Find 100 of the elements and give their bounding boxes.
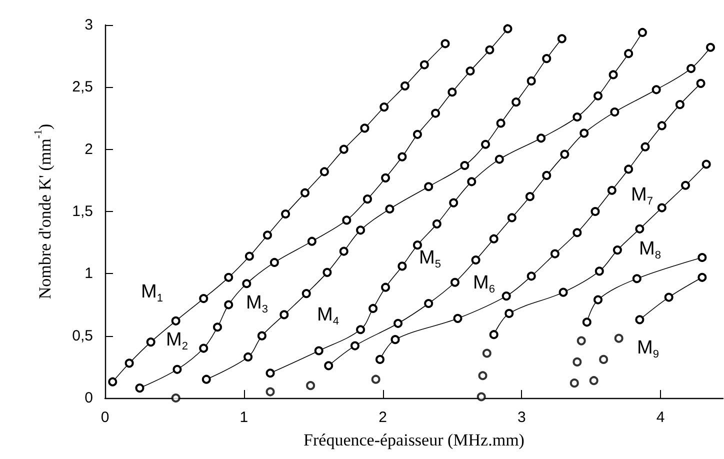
point [652,85,661,94]
point [507,213,516,222]
point [171,394,180,402]
point [476,392,486,402]
point [172,364,182,374]
point [412,130,422,139]
point [467,177,476,186]
point [453,314,462,323]
point [512,98,521,107]
point [664,292,674,302]
point [698,253,707,262]
point [380,102,389,112]
point [281,209,290,218]
x-tick-label: 4 [656,409,665,426]
point [385,204,394,214]
point [450,278,460,287]
point [594,266,604,276]
point [199,294,208,304]
point [481,140,490,149]
point [390,335,400,344]
point [624,49,634,58]
point [202,374,211,384]
point [526,76,536,86]
point [504,308,514,318]
point [526,272,536,281]
point [542,170,552,180]
point [558,288,568,297]
point [342,216,352,225]
point [356,325,366,334]
point [244,352,253,362]
point [608,70,618,80]
y-axis-title: Nombre d'onde K' (mm-1) [32,124,54,300]
point [424,182,434,192]
point [302,289,311,298]
point [590,207,600,216]
point [614,334,624,343]
point [640,142,650,152]
point [356,226,366,235]
x-tick-label: 2 [378,409,387,426]
point [607,186,616,195]
point [322,268,332,277]
point [432,219,442,228]
point [307,236,316,246]
point [494,154,504,164]
point [362,194,372,204]
point [368,304,378,313]
point [560,150,570,159]
point [400,81,410,90]
point [599,354,608,364]
point [489,234,498,244]
y-tick-label: 2 [84,140,93,158]
point [224,272,234,282]
point [431,108,440,118]
point [449,198,458,208]
point [146,338,156,347]
y-tick-label: 3 [84,16,93,34]
point [657,121,666,130]
point [624,164,634,174]
point [657,203,666,212]
point [381,282,390,292]
y-tick-label: 0 [84,390,93,406]
point [525,192,534,202]
point [557,34,566,44]
point [212,322,222,332]
point [696,78,706,88]
point [698,272,707,282]
point [466,66,475,76]
point [706,42,715,52]
point [375,354,384,364]
point [460,161,470,170]
point [635,315,644,324]
point [339,144,348,154]
point [550,249,560,258]
point [572,228,582,238]
point [199,344,208,353]
point [580,128,589,138]
point [324,361,334,370]
point [124,358,134,368]
point [242,279,252,288]
point [224,300,234,310]
point [320,167,329,176]
point [135,384,144,393]
point [270,258,279,267]
point [266,387,275,396]
point [594,91,603,100]
point [686,64,696,74]
y-tick-label: 2,5 [72,78,93,96]
point [489,330,498,340]
point [171,316,180,326]
point [280,310,289,320]
point [371,374,380,384]
point [496,118,506,128]
point [576,336,586,346]
point [424,299,434,308]
point [478,371,488,380]
point [610,108,620,117]
point [300,188,310,198]
y-tick-label: 0,5 [72,327,93,344]
point [440,39,450,48]
x-tick-label: 3 [517,409,526,426]
